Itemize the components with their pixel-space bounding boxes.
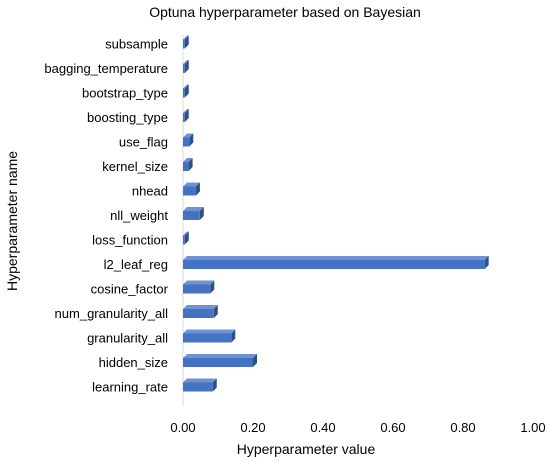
- category-label-kernel-size: kernel_size: [102, 159, 168, 174]
- bar-side-face: [184, 35, 189, 49]
- category-label-subsample: subsample: [105, 37, 168, 52]
- category-label-boosting-type: boosting_type: [87, 110, 168, 125]
- bar-front-face: [183, 39, 185, 49]
- y-axis-title: Hyperparameter name: [4, 151, 20, 291]
- bar-nll-weight: [183, 207, 204, 220]
- bar-kernel-size: [183, 158, 193, 171]
- bar-loss-function: [183, 231, 189, 245]
- bar-top-face: [183, 35, 189, 40]
- bar-side-face: [184, 84, 189, 98]
- bar-learning-rate: [183, 378, 217, 392]
- bar-front-face: [183, 137, 190, 147]
- bar-side-face: [184, 231, 189, 245]
- bar-side-face: [199, 207, 204, 220]
- category-label-granularity-all: granularity_all: [87, 331, 168, 346]
- bar-front-face: [183, 88, 185, 98]
- bar-front-face: [183, 64, 185, 73]
- x-tick-label: 1.00: [520, 420, 545, 435]
- bar-num-granularity-all: [183, 305, 218, 318]
- bar-front-face: [183, 284, 211, 294]
- bar-front-face: [183, 162, 189, 171]
- bar-bagging-temperature: [183, 60, 189, 73]
- bar-front-face: [183, 211, 200, 220]
- x-tick-label: 0.40: [310, 420, 335, 435]
- bar-top-face: [183, 231, 189, 236]
- category-label-learning-rate: learning_rate: [92, 380, 168, 395]
- bar-top-face: [183, 84, 189, 89]
- bar-side-face: [195, 182, 200, 196]
- category-label-use-flag: use_flag: [119, 135, 168, 150]
- bar-top-face: [183, 354, 257, 358]
- bar-use-flag: [183, 133, 194, 147]
- bar-cosine-factor: [183, 280, 215, 294]
- bar-top-face: [183, 158, 193, 162]
- x-tick-label: 0.60: [380, 420, 405, 435]
- bar-front-face: [183, 260, 485, 269]
- bar-side-face: [188, 158, 193, 171]
- bar-side-face: [210, 280, 215, 294]
- bar-top-face: [183, 280, 215, 285]
- category-label-bootstrap-type: bootstrap_type: [82, 86, 168, 101]
- bar-top-face: [183, 109, 189, 113]
- x-tick-labels: 0.00 0.20 0.40 0.60 0.80 1.00: [170, 420, 545, 435]
- category-labels: subsample bagging_temperature bootstrap_ty…: [44, 37, 168, 395]
- bar-top-face: [183, 182, 200, 187]
- bar-front-face: [183, 333, 232, 343]
- category-label-cosine-factor: cosine_factor: [91, 282, 169, 297]
- bar-side-face: [184, 60, 189, 73]
- bar-top-face: [183, 329, 236, 334]
- bar-front-face: [183, 382, 213, 392]
- bar-top-face: [183, 60, 189, 64]
- bar-top-face: [183, 305, 218, 309]
- bar-top-face: [183, 207, 204, 211]
- category-label-num-granularity-all: num_granularity_all: [55, 306, 169, 321]
- bar-hidden-size: [183, 354, 257, 367]
- category-label-hidden-size: hidden_size: [99, 355, 168, 370]
- bars-group: [183, 35, 489, 392]
- x-tick-label: 0.00: [170, 420, 195, 435]
- bar-front-face: [183, 309, 214, 318]
- bar-boosting-type: [183, 109, 189, 122]
- category-label-bagging-temperature: bagging_temperature: [44, 61, 168, 76]
- category-label-nll-weight: nll_weight: [110, 208, 168, 223]
- bar-top-face: [183, 256, 489, 260]
- bar-side-face: [253, 354, 257, 367]
- bar-side-face: [231, 329, 236, 343]
- bar-nhead: [183, 182, 200, 196]
- bar-side-face: [212, 378, 217, 392]
- x-tick-label: 0.20: [240, 420, 265, 435]
- bar-l2-leaf-reg: [183, 256, 489, 269]
- bar-side-face: [184, 109, 189, 122]
- bar-side-face: [189, 133, 194, 147]
- x-tick-label: 0.80: [450, 420, 475, 435]
- bar-granularity-all: [183, 329, 236, 343]
- category-label-nhead: nhead: [132, 184, 168, 199]
- category-label-l2-leaf-reg: l2_leaf_reg: [104, 257, 168, 272]
- chart-title: Optuna hyperparameter based on Bayesian: [149, 4, 421, 20]
- bar-bootstrap-type: [183, 84, 189, 98]
- category-label-loss-function: loss_function: [92, 233, 168, 248]
- x-axis-title: Hyperparameter value: [237, 441, 376, 457]
- bar-side-face: [213, 305, 218, 318]
- bar-front-face: [183, 358, 253, 367]
- bar-front-face: [183, 186, 196, 196]
- bar-subsample: [183, 35, 189, 49]
- bar-side-face: [484, 256, 489, 269]
- bar-front-face: [183, 235, 185, 245]
- bar-top-face: [183, 133, 194, 138]
- bar-front-face: [183, 113, 185, 122]
- bar-top-face: [183, 378, 217, 383]
